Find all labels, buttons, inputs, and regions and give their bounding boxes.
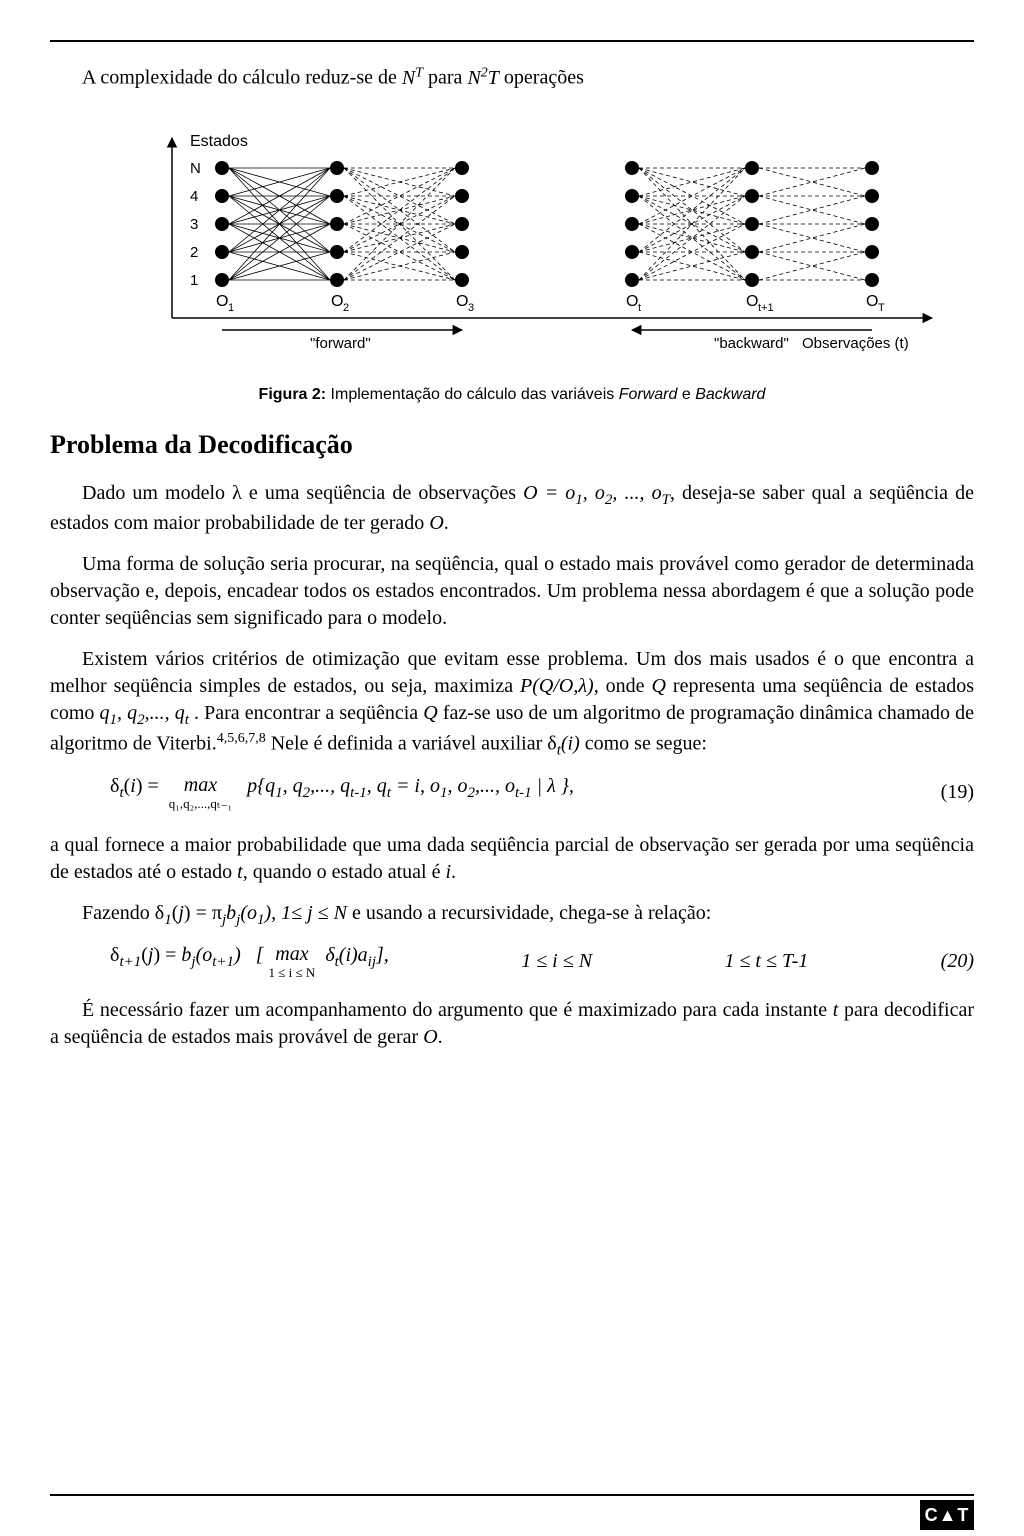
figure-caption: Figura 2: Implementação do cálculo das v… bbox=[50, 386, 974, 404]
svg-text:1: 1 bbox=[228, 302, 234, 314]
publisher-logo: C▲T bbox=[920, 1500, 974, 1530]
svg-text:1: 1 bbox=[190, 272, 198, 289]
svg-text:3: 3 bbox=[190, 216, 198, 233]
para-5: Fazendo δ1(j) = πjbj(o1), 1≤ j ≤ N e usa… bbox=[50, 900, 974, 930]
equation-20: δt+1(j) = bj(ot+1) [ max 1 ≤ i ≤ N δt(i)… bbox=[50, 944, 974, 979]
svg-text:O: O bbox=[746, 293, 758, 310]
para-6: É necessário fazer um acompanhamento do … bbox=[50, 997, 974, 1051]
svg-text:"backward": "backward" bbox=[714, 335, 789, 352]
svg-text:O: O bbox=[216, 293, 228, 310]
para-2: Uma forma de solução seria procurar, na … bbox=[50, 551, 974, 632]
para-4: a qual fornece a maior probabilidade que… bbox=[50, 832, 974, 886]
svg-text:4: 4 bbox=[190, 188, 198, 205]
trellis-diagram: EstadosN4321O1O2O3OtOt+1OT"forward""back… bbox=[62, 108, 962, 378]
svg-text:"forward": "forward" bbox=[310, 335, 371, 352]
svg-text:N: N bbox=[190, 160, 201, 177]
page-footer: C▲T bbox=[50, 1494, 974, 1530]
svg-text:Observações (t): Observações (t) bbox=[802, 335, 909, 352]
svg-text:2: 2 bbox=[343, 302, 349, 314]
para-1: Dado um modelo λ e uma seqüência de obse… bbox=[50, 480, 974, 537]
svg-text:T: T bbox=[878, 302, 885, 314]
svg-text:3: 3 bbox=[468, 302, 474, 314]
section-heading: Problema da Decodificação bbox=[50, 430, 974, 460]
svg-text:t: t bbox=[638, 302, 641, 314]
svg-text:Estados: Estados bbox=[190, 133, 248, 150]
svg-text:t+1: t+1 bbox=[758, 302, 774, 314]
svg-text:O: O bbox=[866, 293, 878, 310]
para-3: Existem vários critérios de otimização q… bbox=[50, 646, 974, 761]
intro-line: A complexidade do cálculo reduz-se de NT… bbox=[50, 64, 974, 92]
equation-19: δt(i) = max q₁,q₂,...,qₜ₋₁ p{q1, q2,...,… bbox=[50, 775, 974, 810]
svg-text:O: O bbox=[456, 293, 468, 310]
svg-text:O: O bbox=[626, 293, 638, 310]
figure-2: EstadosN4321O1O2O3OtOt+1OT"forward""back… bbox=[50, 108, 974, 404]
svg-text:2: 2 bbox=[190, 244, 198, 261]
svg-text:O: O bbox=[331, 293, 343, 310]
